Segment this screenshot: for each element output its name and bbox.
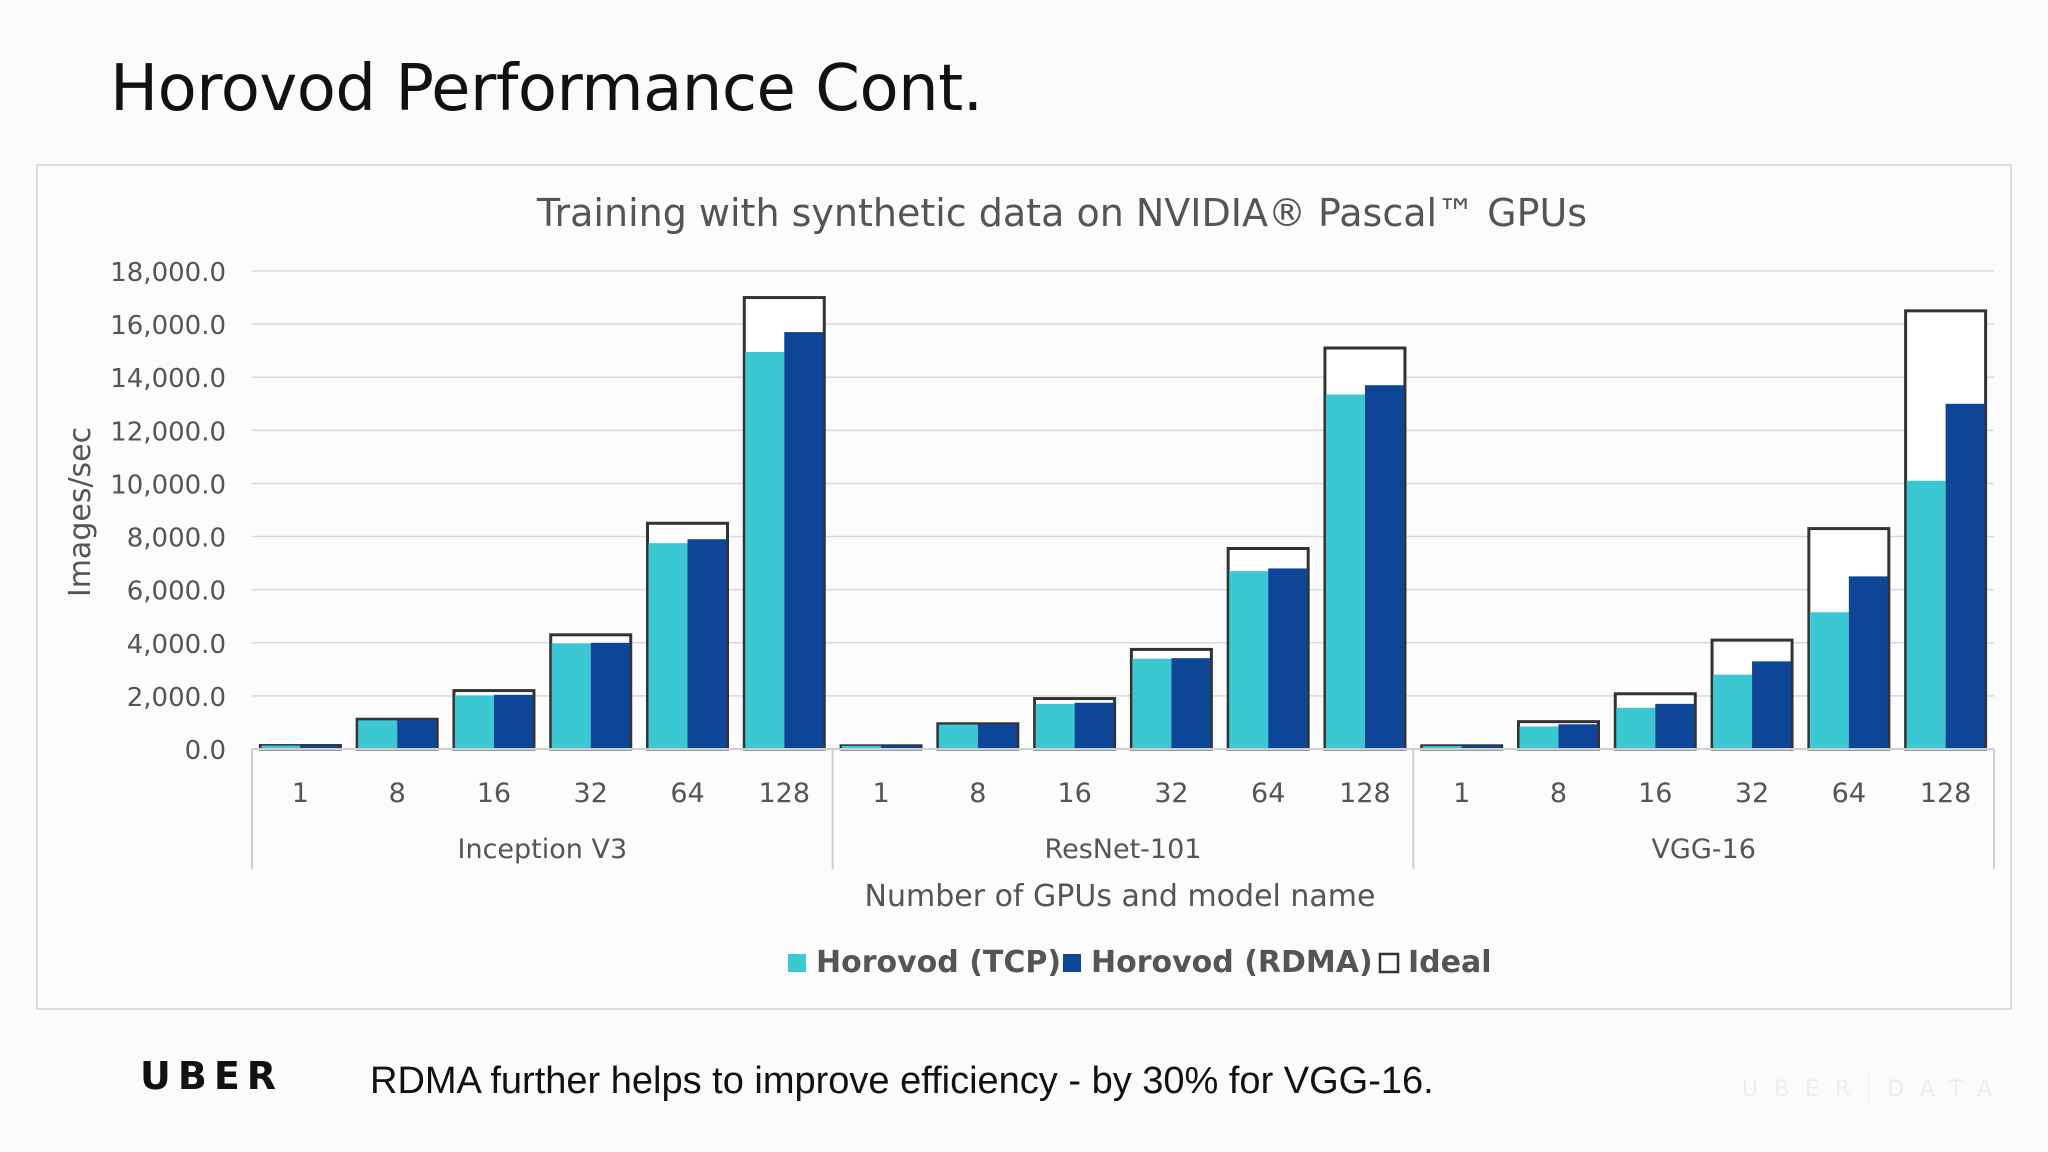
- bar-tcp: [261, 745, 301, 749]
- bar-tcp: [648, 543, 688, 749]
- y-tick-label: 14,000.0: [110, 364, 226, 394]
- bar-tcp: [358, 720, 398, 749]
- uber-logo: UBER: [140, 1054, 284, 1098]
- legend: Horovod (TCP) Horovod (RDMA) Ideal: [788, 945, 1492, 980]
- x-tick-label: 1: [292, 778, 309, 809]
- bar-tcp: [1132, 658, 1172, 749]
- legend-item-ideal: Ideal: [1378, 945, 1492, 980]
- slide-title: Horovod Performance Cont.: [110, 52, 983, 126]
- bar-tcp: [1906, 480, 1946, 749]
- bar-tcp: [938, 724, 978, 749]
- bar-tcp: [745, 351, 785, 749]
- bar-rdma: [1268, 568, 1308, 749]
- bar-rdma: [977, 724, 1017, 749]
- x-tick-label: 1: [872, 778, 889, 809]
- legend-swatch: [788, 954, 806, 972]
- x-tick-label: 1: [1453, 778, 1470, 809]
- x-tick-label: 128: [759, 778, 811, 809]
- bar-rdma: [1945, 403, 1985, 749]
- x-tick-label: 128: [1339, 778, 1391, 809]
- bar-tcp: [1325, 394, 1365, 749]
- bar-tcp: [551, 643, 591, 749]
- gridlines: [252, 270, 1994, 750]
- bar-tcp: [1713, 674, 1753, 749]
- watermark-data-text: DATA: [1887, 1076, 2008, 1102]
- y-tick-label: 18,000.0: [110, 258, 226, 288]
- y-tick-label: 8,000.0: [127, 524, 226, 554]
- y-tick-label: 4,000.0: [127, 630, 226, 660]
- bar-tcp: [454, 695, 494, 749]
- x-tick-label: 32: [1735, 778, 1769, 809]
- x-tick-label: 16: [477, 778, 511, 809]
- bar-rdma: [397, 720, 437, 749]
- bar-rdma: [1461, 746, 1501, 749]
- legend-swatch: [1378, 952, 1400, 974]
- bar-rdma: [493, 694, 533, 749]
- y-tick-label: 6,000.0: [127, 577, 226, 607]
- y-axis-ticks: 0.0 2,000.0 4,000.0 6,000.0 8,000.0 10,000.0 1…: [110, 258, 226, 766]
- bar-rdma: [1752, 661, 1792, 749]
- bar-rdma: [784, 332, 824, 749]
- x-tick-label: 32: [1154, 778, 1188, 809]
- legend-label: Horovod (TCP): [816, 945, 1061, 980]
- bar-rdma: [687, 539, 727, 749]
- bar-tcp: [1519, 726, 1559, 749]
- x-tick-label: 64: [1251, 778, 1285, 809]
- bar-rdma: [1655, 703, 1695, 749]
- legend-label: Horovod (RDMA): [1091, 945, 1373, 980]
- x-tick-label: 32: [574, 778, 608, 809]
- bar-rdma: [1171, 658, 1211, 749]
- y-tick-label: 10,000.0: [110, 470, 226, 500]
- x-tick-label: 16: [1638, 778, 1672, 809]
- x-tick-label: 8: [969, 778, 986, 809]
- bar-rdma: [300, 745, 340, 749]
- bar-tcp: [1035, 703, 1075, 749]
- x-tick-label: 64: [670, 778, 704, 809]
- y-tick-label: 12,000.0: [110, 417, 226, 447]
- bar-rdma: [1848, 576, 1888, 749]
- group-label: Inception V3: [458, 834, 628, 865]
- group-label: ResNet-101: [1045, 834, 1202, 865]
- legend-item-tcp: Horovod (TCP): [788, 945, 1061, 980]
- bar-rdma: [590, 642, 630, 749]
- x-tick-label: 8: [1550, 778, 1567, 809]
- watermark-divider: [1868, 1072, 1870, 1106]
- y-tick-label: 2,000.0: [127, 683, 226, 713]
- bar-chart: Training with synthetic data on NVIDIA® …: [63, 191, 1995, 980]
- group-label: VGG-16: [1651, 834, 1755, 865]
- legend-item-rdma: Horovod (RDMA): [1063, 945, 1373, 980]
- bar-rdma: [881, 745, 921, 749]
- bar-rdma: [1558, 724, 1598, 749]
- x-tick-label: 128: [1920, 778, 1972, 809]
- bars: [258, 296, 1988, 751]
- legend-label: Ideal: [1408, 945, 1492, 980]
- x-axis-label: Number of GPUs and model name: [865, 879, 1376, 914]
- bar-tcp: [1809, 612, 1849, 749]
- y-axis-label: Images/sec: [63, 427, 98, 597]
- x-tick-label: 8: [389, 778, 406, 809]
- x-tick-label: 64: [1832, 778, 1866, 809]
- y-tick-label: 0.0: [185, 736, 226, 766]
- chart-title: Training with synthetic data on NVIDIA® …: [536, 191, 1587, 235]
- bar-rdma: [1364, 385, 1404, 749]
- uber-data-watermark: UBER DATA: [1742, 1072, 2008, 1106]
- bar-tcp: [1229, 571, 1269, 749]
- footer-caption: RDMA further helps to improve efficiency…: [370, 1060, 1434, 1102]
- legend-swatch: [1063, 954, 1081, 972]
- x-axis: 1 8 16 32 64 128 Inception V3 1 8 16 32 64 128 ResNet…: [251, 748, 1995, 869]
- y-tick-label: 16,000.0: [110, 311, 226, 341]
- watermark-uber-text: UBER: [1741, 1076, 1867, 1102]
- x-tick-label: 16: [1057, 778, 1091, 809]
- bar-tcp: [1616, 707, 1656, 749]
- bar-tcp: [1422, 746, 1462, 749]
- bar-rdma: [1074, 702, 1114, 749]
- bar-tcp: [842, 745, 882, 749]
- chart-frame: Training with synthetic data on NVIDIA® …: [36, 164, 2012, 1010]
